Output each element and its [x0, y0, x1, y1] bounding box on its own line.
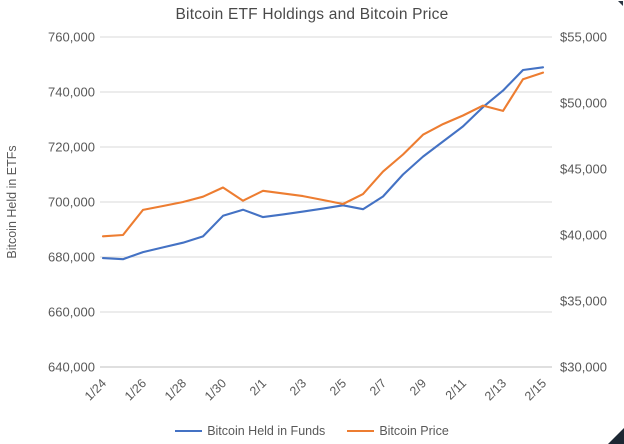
- x-axis-tick-label: 2/9: [407, 376, 429, 398]
- left-axis-tick-label: 760,000: [48, 30, 95, 45]
- x-axis-tick-label: 1/30: [202, 376, 229, 403]
- right-axis-tick-label: $50,000: [560, 96, 607, 111]
- legend-item-holdings: Bitcoin Held in Funds: [175, 424, 325, 438]
- left-axis-title: Bitcoin Held in ETFs: [5, 145, 19, 258]
- legend: Bitcoin Held in Funds Bitcoin Price: [0, 424, 624, 438]
- legend-label-holdings: Bitcoin Held in Funds: [207, 424, 326, 438]
- left-axis-tick-label: 700,000: [48, 195, 95, 210]
- legend-label-price: Bitcoin Price: [379, 424, 449, 438]
- right-axis-tick-label: $45,000: [560, 162, 607, 177]
- left-axis-tick-label: 740,000: [48, 85, 95, 100]
- x-axis-tick-label: 2/1: [247, 376, 269, 398]
- x-axis-tick-label: 2/13: [482, 376, 509, 403]
- price-line-swatch: [347, 430, 375, 432]
- right-axis-tick-label: $30,000: [560, 360, 607, 375]
- x-axis-tick-label: 2/5: [327, 376, 349, 398]
- x-axis-tick-label: 2/11: [443, 376, 469, 402]
- x-axis-tick-label: 2/3: [287, 376, 309, 398]
- screenshot-artifact-corner: [608, 428, 624, 444]
- right-axis-tick-label: $55,000: [560, 30, 607, 45]
- legend-item-price: Bitcoin Price: [347, 424, 449, 438]
- right-axis-tick-label: $40,000: [560, 228, 607, 243]
- x-axis-tick-label: 1/28: [162, 376, 189, 403]
- price-line: [101, 71, 545, 238]
- chart-title: Bitcoin ETF Holdings and Bitcoin Price: [175, 6, 449, 23]
- screenshot-artifact-top-right: [618, 1, 623, 6]
- left-axis-tick-label: 720,000: [48, 140, 95, 155]
- left-axis-tick-label: 640,000: [48, 360, 95, 375]
- x-axis-tick-label: 1/24: [82, 376, 109, 403]
- x-axis-tick-label: 2/7: [367, 376, 389, 398]
- holdings-line-swatch: [175, 430, 203, 432]
- x-axis-tick-label: 2/15: [522, 376, 549, 403]
- left-axis-tick-label: 680,000: [48, 250, 95, 265]
- left-axis-tick-label: 660,000: [48, 305, 95, 320]
- holdings-line: [101, 66, 545, 261]
- right-axis-tick-label: $35,000: [560, 294, 607, 309]
- x-axis-tick-label: 1/26: [122, 376, 149, 403]
